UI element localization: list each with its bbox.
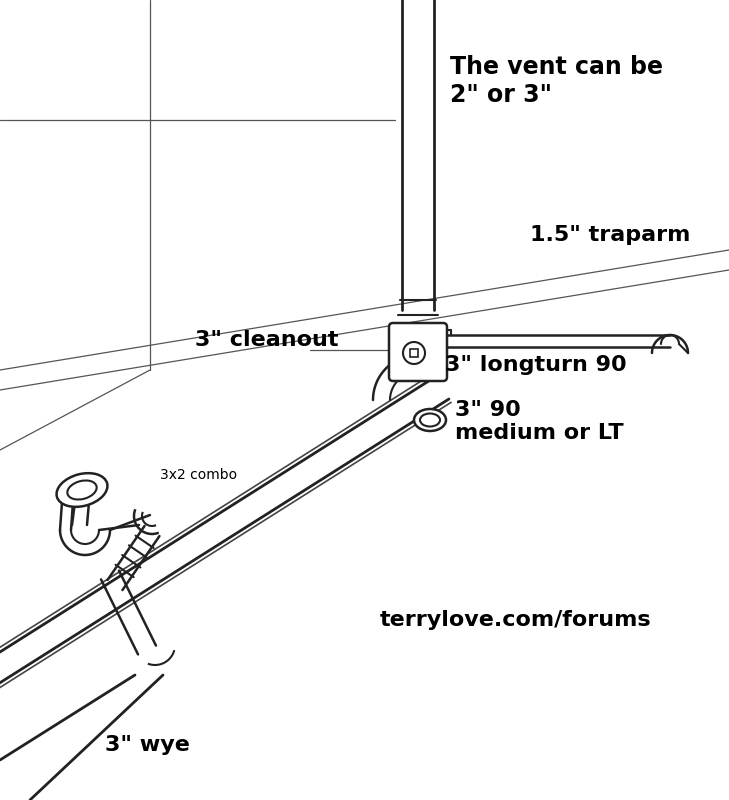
Text: The vent can be
2" or 3": The vent can be 2" or 3"	[450, 55, 663, 106]
Text: terrylove.com/forums: terrylove.com/forums	[380, 610, 652, 630]
Text: 3" wye: 3" wye	[105, 735, 190, 755]
Ellipse shape	[420, 414, 440, 426]
Ellipse shape	[414, 409, 446, 431]
Text: 3" longturn 90: 3" longturn 90	[445, 355, 627, 375]
Bar	[410, 349, 418, 357]
Text: 3x2 combo: 3x2 combo	[160, 468, 237, 482]
Text: 1.5" traparm: 1.5" traparm	[530, 225, 690, 245]
Text: 3" cleanout: 3" cleanout	[195, 330, 338, 350]
Circle shape	[403, 342, 425, 364]
Ellipse shape	[67, 481, 97, 499]
Ellipse shape	[57, 473, 107, 507]
Text: 3" 90
medium or LT: 3" 90 medium or LT	[455, 400, 623, 443]
FancyBboxPatch shape	[389, 323, 447, 381]
